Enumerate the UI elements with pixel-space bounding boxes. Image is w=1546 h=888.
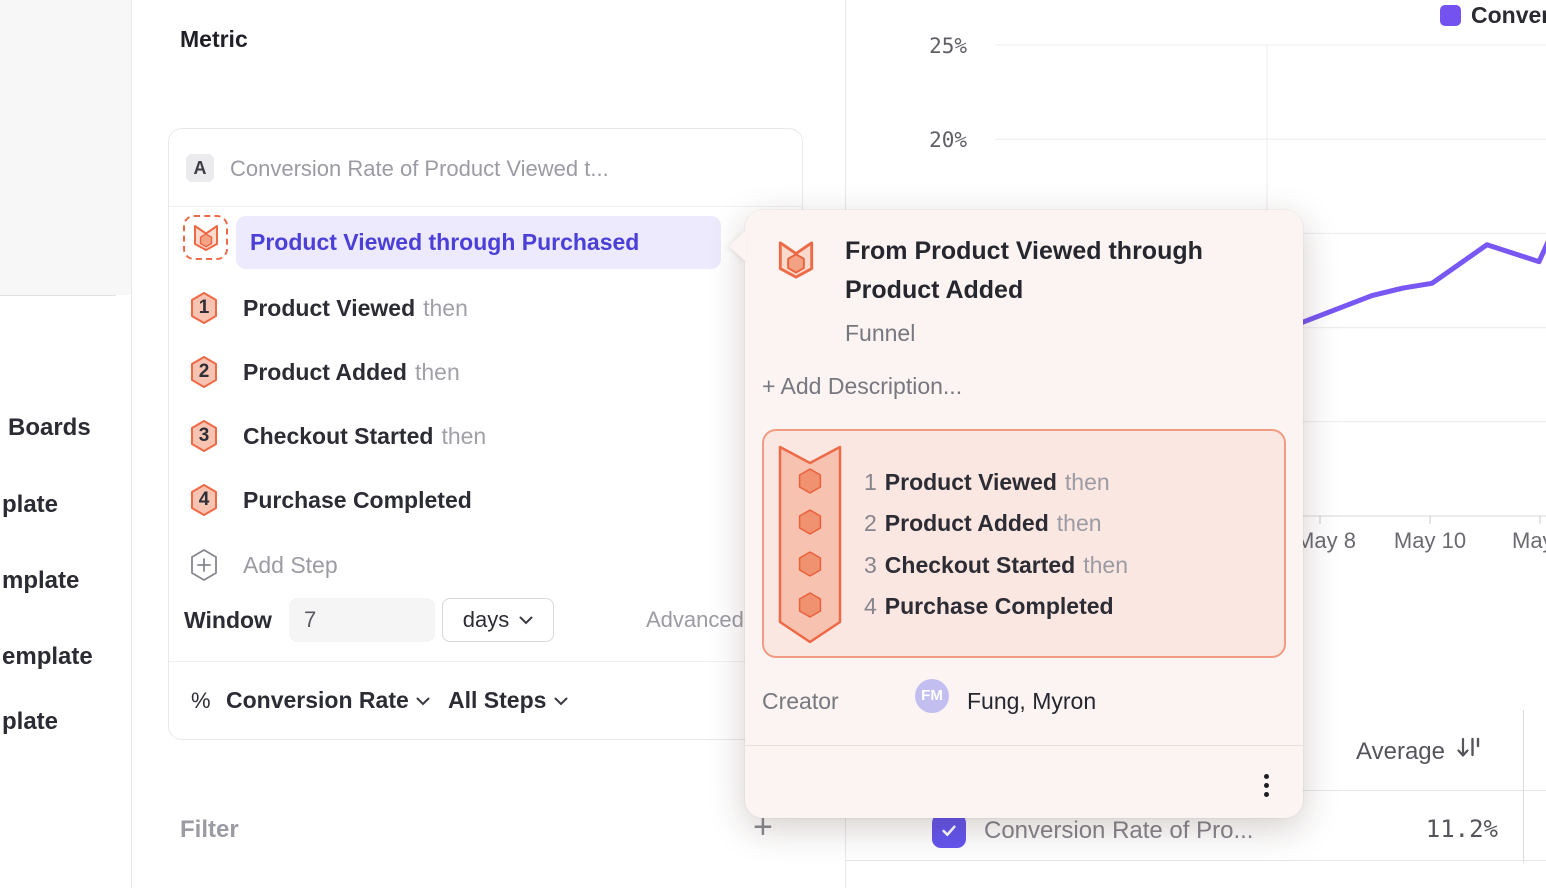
sidebar-item-boards[interactable]: Boards bbox=[8, 414, 91, 441]
metric-card-footer: % Conversion Rate All Steps bbox=[169, 661, 802, 741]
step-connector: then bbox=[423, 294, 468, 321]
legend-swatch bbox=[1440, 5, 1461, 26]
creator-avatar: FM bbox=[915, 679, 949, 713]
measure-dropdown[interactable]: Conversion Rate bbox=[226, 687, 409, 713]
chevron-down-icon[interactable] bbox=[554, 697, 568, 706]
preview-step-4: 4 Purchase Completed bbox=[864, 593, 1114, 619]
table-row-border bbox=[845, 860, 1546, 861]
svg-text:20%: 20% bbox=[929, 128, 967, 152]
preview-step-3: 3 Checkout Started then bbox=[864, 552, 1128, 578]
step-name: Checkout Started bbox=[243, 422, 434, 449]
sort-descending-icon[interactable] bbox=[1456, 736, 1482, 762]
check-icon bbox=[942, 825, 956, 837]
popover-footer-divider bbox=[745, 745, 1303, 746]
advanced-link[interactable]: Advanced bbox=[646, 607, 744, 632]
step-connector: then bbox=[414, 358, 460, 385]
step-number-hexagon-icon: 3 bbox=[189, 419, 219, 453]
funnel-icon bbox=[778, 241, 814, 279]
window-unit-value: days bbox=[462, 607, 510, 632]
window-row: Window days Advanced bbox=[169, 598, 802, 642]
steps-scope-dropdown[interactable]: All Steps bbox=[448, 687, 547, 713]
metric-details-popover: From Product Viewed through Product Adde… bbox=[729, 210, 1303, 818]
svg-text:May 8: May 8 bbox=[1296, 528, 1356, 553]
selected-step-label: Product Viewed through Purchased bbox=[250, 229, 640, 255]
svg-text:25%: 25% bbox=[929, 34, 967, 58]
step-number-hexagon-icon: 2 bbox=[189, 355, 219, 389]
step-name: Product Added bbox=[243, 358, 407, 385]
selected-funnel-icon[interactable] bbox=[183, 215, 228, 260]
table-header-average[interactable]: Average bbox=[1356, 738, 1445, 765]
funnel-ribbon-icon bbox=[778, 445, 842, 644]
conversion-line-chart: 25% 20% May 8 May 10 May bbox=[929, 34, 1546, 553]
funnel-step-row-2[interactable]: 2 Product Added then bbox=[189, 354, 460, 390]
legend-label: Conver bbox=[1471, 2, 1546, 28]
preview-step-2: 2 Product Added then bbox=[864, 510, 1102, 536]
more-options-kebab-icon[interactable] bbox=[1251, 768, 1281, 802]
metric-card: A Conversion Rate of Product Viewed t...… bbox=[168, 128, 803, 740]
window-value-input[interactable] bbox=[289, 598, 435, 642]
filter-section-heading: Filter bbox=[180, 816, 239, 843]
metric-letter-badge: A bbox=[186, 154, 214, 182]
funnel-step-row-3[interactable]: 3 Checkout Started then bbox=[189, 418, 486, 454]
step-name: Product Viewed bbox=[243, 294, 416, 321]
funnel-step-row-1[interactable]: 1 Product Viewed then bbox=[189, 290, 468, 326]
add-step-button[interactable]: Add Step bbox=[189, 547, 338, 583]
funnel-preview-box: 1 Product Viewed then 2 Product Added then 3… bbox=[762, 429, 1286, 658]
popover-arrow bbox=[729, 230, 746, 262]
chevron-down-icon bbox=[519, 616, 533, 624]
creator-label: Creator bbox=[762, 688, 839, 714]
funnel-icon bbox=[193, 224, 218, 251]
add-step-label: Add Step bbox=[243, 551, 338, 578]
percent-sign: % bbox=[191, 688, 211, 713]
metric-section-heading: Metric bbox=[180, 26, 248, 52]
step-connector: then bbox=[441, 422, 487, 449]
chevron-down-icon[interactable] bbox=[416, 697, 430, 706]
sidebar-item-template-4[interactable]: plate bbox=[2, 708, 59, 735]
table-row-series-label[interactable]: Conversion Rate of Pro... bbox=[984, 817, 1254, 844]
sidebar-divider bbox=[0, 295, 116, 296]
left-sidebar: Boards plate mplate emplate plate bbox=[0, 0, 132, 888]
sidebar-item-template-1[interactable]: plate bbox=[2, 491, 59, 518]
series-checkbox[interactable] bbox=[932, 814, 966, 848]
step-number-hexagon-icon: 1 bbox=[189, 291, 219, 325]
window-unit-select[interactable]: days bbox=[442, 598, 554, 642]
sidebar-top-section bbox=[0, 0, 131, 295]
creator-name: Fung, Myron bbox=[967, 688, 1097, 714]
sidebar-item-template-3[interactable]: emplate bbox=[2, 643, 93, 670]
metric-card-title: Conversion Rate of Product Viewed t... bbox=[230, 156, 609, 181]
table-column-border bbox=[1523, 710, 1524, 863]
table-row-average-value: 11.2% bbox=[1425, 815, 1498, 843]
window-label: Window bbox=[184, 607, 272, 633]
add-step-hexagon-plus-icon bbox=[189, 548, 219, 582]
metric-card-header[interactable]: A Conversion Rate of Product Viewed t... bbox=[169, 129, 802, 207]
popover-title: From Product Viewed through Product Adde… bbox=[845, 237, 1203, 304]
sidebar-item-template-2[interactable]: mplate bbox=[2, 567, 80, 594]
svg-text:May 10: May 10 bbox=[1394, 528, 1466, 553]
preview-step-1: 1 Product Viewed then bbox=[864, 469, 1110, 495]
funnel-step-row-4[interactable]: 4 Purchase Completed bbox=[189, 482, 480, 518]
svg-text:May: May bbox=[1512, 528, 1546, 553]
step-number-hexagon-icon: 4 bbox=[189, 483, 219, 517]
selected-step-pill[interactable]: Product Viewed through Purchased bbox=[236, 216, 721, 269]
add-description-button[interactable]: + Add Description... bbox=[762, 373, 963, 399]
step-name: Purchase Completed bbox=[243, 486, 472, 513]
popover-subtitle: Funnel bbox=[845, 320, 916, 346]
chart-legend[interactable]: Conver bbox=[1440, 2, 1546, 29]
